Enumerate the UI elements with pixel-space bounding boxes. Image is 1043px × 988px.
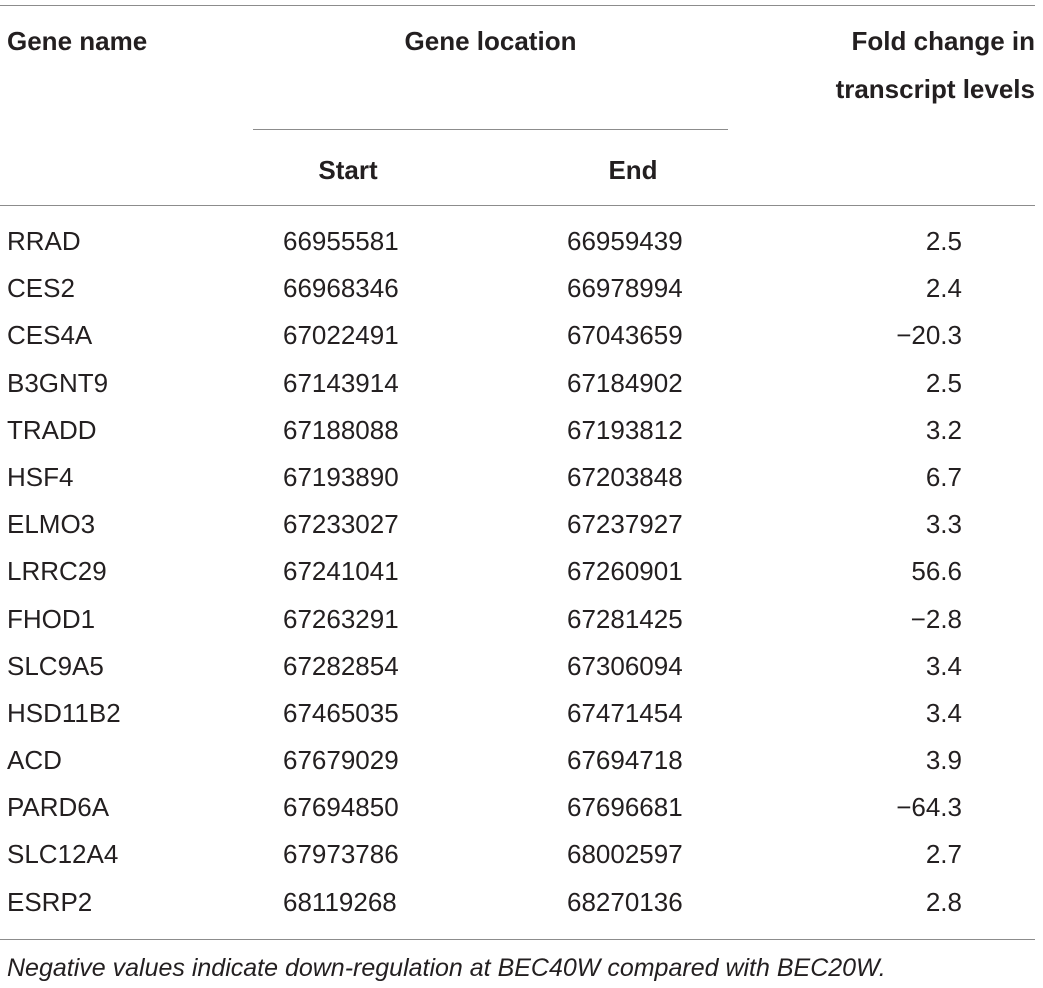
- header-bottom-rule: [0, 205, 1035, 206]
- header-fold-change: Fold change in transcript levels: [836, 17, 1035, 113]
- start-cell: 66955581: [283, 226, 399, 256]
- start-cell: 67282854: [283, 650, 399, 681]
- gene-name-cell: HSD11B2: [7, 697, 121, 728]
- table-bottom-rule: [0, 939, 1035, 940]
- gene-name-cell: CES4A: [7, 320, 93, 351]
- fold-change-cell: −64.3: [896, 792, 962, 823]
- table-row: HSF4 67193890 67203848 6.7: [0, 454, 1043, 501]
- start-cell: 66968346: [283, 273, 399, 304]
- table-top-rule: [0, 5, 1035, 6]
- table-row: B3GNT9 67143914 67184902 2.5: [0, 360, 1043, 407]
- table-row: ELMO3 67233027 67237927 3.3: [0, 501, 1043, 548]
- gene-name-cell: PARD6A: [7, 792, 110, 823]
- start-cell: 67694850: [283, 792, 399, 823]
- start-cell: 67022491: [283, 320, 399, 351]
- start-cell: 67241041: [283, 556, 399, 587]
- fold-change-cell: 2.4: [925, 273, 962, 304]
- gene-name-cell: SLC12A4: [7, 839, 119, 870]
- table-body: RRAD 66955581 66959439 2.5 CES2 66968346…: [0, 218, 1043, 926]
- gene-name-cell: ELMO3: [7, 509, 96, 540]
- table-row: SLC9A5 67282854 67306094 3.4: [0, 643, 1043, 690]
- fold-change-cell: 6.7: [925, 461, 962, 492]
- gene-name-cell: HSF4: [7, 461, 74, 492]
- gene-name-cell: ACD: [7, 745, 62, 776]
- end-cell: 67260901: [567, 556, 683, 587]
- fold-change-cell: −2.8: [910, 603, 962, 634]
- header-start: Start: [318, 155, 378, 185]
- header-fold-change-line2: transcript levels: [835, 74, 1035, 104]
- gene-name-cell: CES2: [7, 273, 75, 304]
- fold-change-cell: 3.3: [925, 509, 962, 540]
- end-cell: 67696681: [567, 792, 683, 823]
- header-gene-name: Gene name: [7, 26, 148, 56]
- fold-change-cell: 3.4: [925, 697, 962, 728]
- fold-change-cell: 2.5: [925, 367, 962, 398]
- fold-change-cell: 56.6: [911, 556, 962, 587]
- gene-name-cell: RRAD: [7, 226, 81, 256]
- fold-change-cell: 3.2: [925, 414, 962, 445]
- start-cell: 67188088: [283, 414, 399, 445]
- start-cell: 68119268: [283, 886, 397, 917]
- gene-name-cell: B3GNT9: [7, 367, 109, 398]
- fold-change-cell: 3.4: [925, 650, 962, 681]
- end-cell: 67184902: [567, 367, 683, 398]
- end-cell: 67694718: [567, 745, 683, 776]
- end-cell: 67203848: [567, 461, 683, 492]
- header-fold-change-line1: Fold change in: [851, 26, 1035, 56]
- end-cell: 67193812: [567, 414, 683, 445]
- fold-change-cell: 2.7: [925, 839, 962, 870]
- start-cell: 67263291: [283, 603, 399, 634]
- table-row: RRAD 66955581 66959439 2.5: [0, 218, 1043, 265]
- gene-location-rule: [253, 129, 728, 130]
- table-row: PARD6A 67694850 67696681 −64.3: [0, 784, 1043, 831]
- start-cell: 67193890: [283, 461, 399, 492]
- end-cell: 68270136: [567, 886, 683, 917]
- start-cell: 67465035: [283, 697, 399, 728]
- gene-name-cell: SLC9A5: [7, 650, 104, 681]
- table-row: ESRP2 68119268 68270136 2.8: [0, 879, 1043, 926]
- end-cell: 67306094: [567, 650, 683, 681]
- fold-change-cell: 2.5: [925, 226, 962, 256]
- table-row: CES4A 67022491 67043659 −20.3: [0, 312, 1043, 359]
- header-gene-location: Gene location: [404, 26, 577, 56]
- gene-name-cell: ESRP2: [7, 886, 93, 917]
- fold-change-cell: −20.3: [896, 320, 962, 351]
- table-row: CES2 66968346 66978994 2.4: [0, 265, 1043, 312]
- end-cell: 66959439: [567, 226, 683, 256]
- table-row: SLC12A4 67973786 68002597 2.7: [0, 831, 1043, 878]
- start-cell: 67679029: [283, 745, 399, 776]
- fold-change-cell: 2.8: [925, 886, 962, 917]
- end-cell: 67281425: [567, 603, 683, 634]
- start-cell: 67973786: [283, 839, 399, 870]
- end-cell: 67471454: [567, 697, 683, 728]
- end-cell: 68002597: [567, 839, 683, 870]
- table-row: HSD11B2 67465035 67471454 3.4: [0, 690, 1043, 737]
- table-row: TRADD 67188088 67193812 3.2: [0, 407, 1043, 454]
- end-cell: 66978994: [567, 273, 683, 304]
- gene-name-cell: FHOD1: [7, 603, 96, 634]
- header-end: End: [608, 155, 658, 185]
- end-cell: 67237927: [567, 509, 683, 540]
- gene-name-cell: LRRC29: [7, 556, 107, 587]
- table-row: LRRC29 67241041 67260901 56.6: [0, 548, 1043, 595]
- table-row: FHOD1 67263291 67281425 −2.8: [0, 596, 1043, 643]
- start-cell: 67143914: [283, 367, 399, 398]
- end-cell: 67043659: [567, 320, 683, 351]
- gene-name-cell: TRADD: [7, 414, 97, 445]
- table-footnote: Negative values indicate down-regulation…: [7, 954, 886, 982]
- start-cell: 67233027: [283, 509, 399, 540]
- table-row: ACD 67679029 67694718 3.9: [0, 737, 1043, 784]
- fold-change-cell: 3.9: [925, 745, 962, 776]
